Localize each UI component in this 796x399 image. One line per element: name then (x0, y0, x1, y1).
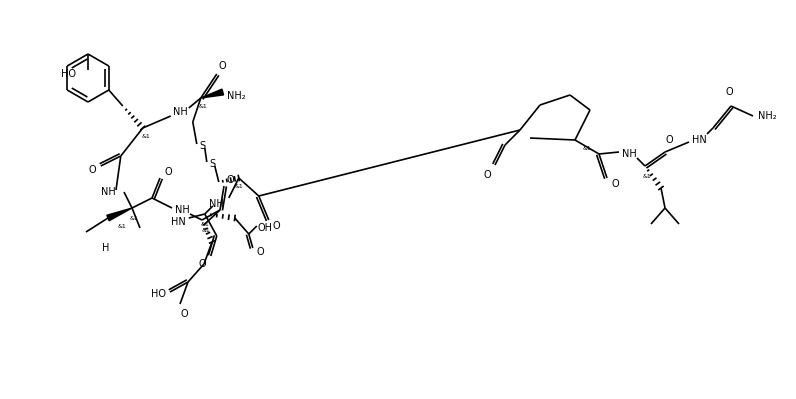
Text: &1: &1 (201, 221, 209, 227)
Polygon shape (201, 89, 224, 98)
Text: O: O (180, 309, 188, 319)
Text: NH: NH (209, 199, 224, 209)
Text: O: O (226, 175, 234, 185)
Text: HN: HN (692, 135, 706, 145)
Text: NH: NH (174, 107, 188, 117)
Text: O: O (665, 135, 673, 145)
Text: H: H (103, 243, 110, 253)
Text: O: O (89, 165, 96, 175)
Text: NH: NH (174, 205, 189, 215)
Text: O: O (219, 61, 227, 71)
Text: O: O (164, 167, 172, 177)
Text: NH: NH (100, 187, 115, 197)
Text: &1: &1 (201, 227, 210, 233)
Text: &1: &1 (198, 105, 207, 109)
Text: &1: &1 (642, 174, 651, 178)
Text: OH: OH (257, 223, 272, 233)
Text: NH₂: NH₂ (758, 111, 776, 121)
Text: NH: NH (622, 149, 636, 159)
Text: O: O (483, 170, 491, 180)
Text: S: S (209, 159, 216, 169)
Text: &1: &1 (583, 146, 591, 150)
Text: HO: HO (61, 69, 76, 79)
Polygon shape (107, 208, 132, 221)
Text: NH₂: NH₂ (228, 91, 246, 101)
Text: HO: HO (150, 289, 166, 299)
Text: O: O (725, 87, 733, 97)
Text: S: S (200, 141, 206, 151)
Text: &1: &1 (118, 223, 127, 229)
Text: O: O (273, 221, 281, 231)
Text: &1: &1 (142, 134, 150, 138)
Text: O: O (257, 247, 264, 257)
Text: HN: HN (171, 217, 186, 227)
Text: &1: &1 (130, 215, 139, 221)
Text: O: O (199, 259, 207, 269)
Text: &1: &1 (234, 184, 243, 190)
Text: O: O (611, 179, 618, 189)
